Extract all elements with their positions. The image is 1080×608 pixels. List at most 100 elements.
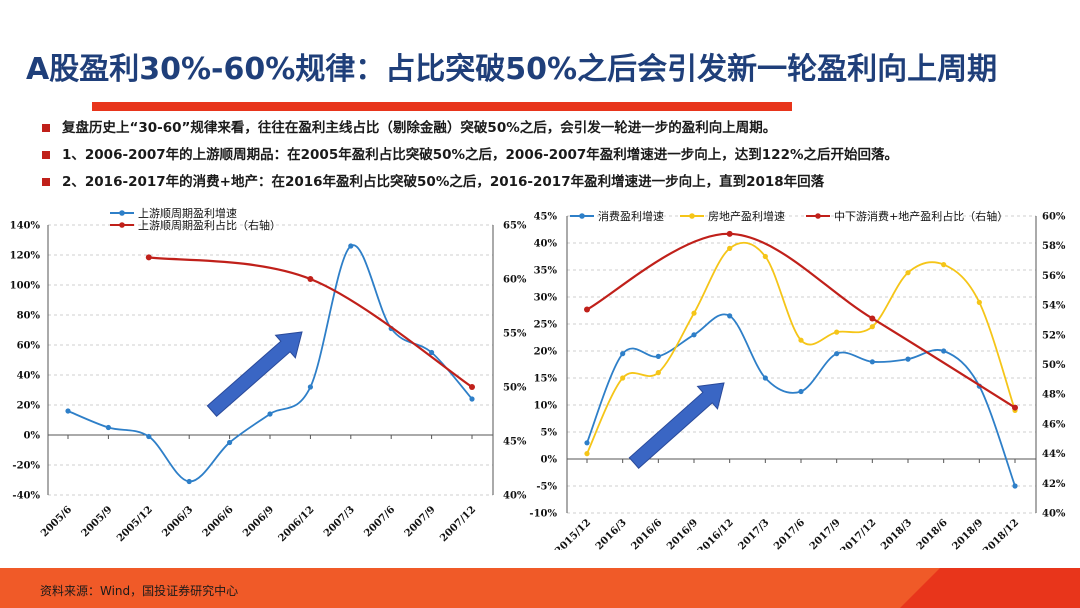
legend-marker (119, 210, 125, 216)
bullet-text: 2、2016-2017年的消费+地产：在2016年盈利占比突破50%之后，201… (62, 174, 825, 190)
y-right-tick-label: 40% (503, 491, 527, 502)
data-point (798, 388, 804, 395)
y-right-tick-label: 54% (1042, 301, 1066, 312)
bullet-text: 复盘历史上“30-60”规律来看，往往在盈利主线占比（剔除金融）突破50%之后，… (62, 120, 777, 136)
data-point (869, 359, 875, 365)
data-point (798, 337, 804, 343)
y-left-tick-label: 10% (534, 401, 558, 412)
data-point (869, 315, 876, 322)
x-tick-label: 2016/12 (696, 517, 736, 550)
bullet-item: 2、2016-2017年的消费+地产：在2016年盈利占比突破50%之后，201… (40, 172, 1060, 199)
data-point (145, 254, 152, 261)
y-right-tick-label: 48% (1042, 390, 1066, 401)
data-point (691, 310, 697, 316)
y-left-tick-label: 45% (534, 212, 558, 223)
data-point (227, 439, 233, 446)
x-tick-label: 2017/6 (772, 517, 807, 550)
y-left-tick-label: 35% (534, 266, 558, 277)
data-point (834, 351, 840, 357)
footer-shape (0, 568, 1080, 608)
legend-label: 消费盈利增速 (598, 209, 664, 223)
y-right-tick-label: 50% (503, 383, 527, 394)
y-left-tick-label: 5% (541, 428, 558, 439)
legend-label: 上游顺周期盈利占比（右轴） (138, 218, 281, 232)
data-point (691, 332, 697, 338)
data-point (762, 375, 768, 381)
y-left-tick-label: 0% (541, 455, 558, 466)
bullet-square-icon (42, 124, 50, 132)
y-left-tick-label: 80% (17, 311, 41, 322)
y-left-tick-label: 60% (17, 341, 41, 352)
y-left-tick-label: 15% (534, 374, 558, 385)
x-tick-label: 2016/6 (629, 517, 664, 550)
data-point (307, 384, 313, 390)
x-tick-label: 2015/12 (553, 517, 593, 550)
x-tick-label: 2016/9 (665, 517, 700, 550)
x-tick-label: 2016/3 (594, 517, 629, 550)
data-point (186, 478, 192, 485)
x-tick-label: 2017/3 (736, 517, 771, 550)
upstream-cyclical-chart: -40% -20% 0% 20% 40% 60% 80% 100% 120% 140% 40% 45%… (10, 206, 527, 544)
data-point (655, 370, 661, 376)
legend-label: 上游顺周期盈利增速 (138, 206, 237, 220)
y-left-tick-label: 100% (10, 281, 41, 292)
x-tick-label: 2017/12 (839, 517, 879, 550)
data-point (469, 384, 475, 390)
y-left-tick-label: 20% (17, 401, 41, 412)
series-line (67, 244, 473, 483)
y-left-tick-label: -10% (529, 509, 557, 520)
y-left-tick-label: -20% (12, 461, 40, 472)
consumer-property-chart: -10% -5% 0% 5% 10% 15% 20% 25% 30% 35% 40% 45% 40% 42… (529, 209, 1066, 550)
data-point (905, 356, 911, 362)
y-right-tick-label: 56% (1042, 271, 1066, 282)
y-left-tick-label: 140% (10, 221, 41, 232)
y-right-tick-label: 44% (1042, 449, 1066, 460)
page-title: A股盈利30%-60%规律：占比突破50%之后会引发新一轮盈利向上周期 (26, 52, 998, 87)
y-right-tick-label: 60% (1042, 212, 1066, 223)
data-point (146, 433, 152, 440)
data-point (348, 243, 354, 249)
y-right-tick-label: 50% (1042, 360, 1066, 371)
data-point (762, 253, 768, 260)
data-point (1012, 483, 1018, 489)
data-point (584, 306, 590, 313)
data-point (834, 329, 840, 335)
y-left-tick-label: 0% (24, 431, 41, 442)
data-point (584, 451, 590, 457)
data-point (869, 324, 875, 330)
bullet-square-icon (42, 151, 50, 159)
data-point (727, 313, 733, 319)
y-left-tick-label: -40% (12, 491, 40, 502)
y-right-tick-label: 65% (503, 221, 527, 232)
data-point (941, 262, 947, 268)
y-left-tick-label: 40% (534, 239, 558, 250)
bullet-item: 复盘历史上“30-60”规律来看，往往在盈利主线占比（剔除金融）突破50%之后，… (40, 118, 1060, 145)
series-line (586, 241, 1016, 454)
title-underline-bar (92, 102, 792, 111)
data-point (267, 411, 273, 417)
data-point (620, 375, 626, 381)
legend-label: 房地产盈利增速 (708, 209, 785, 223)
legend-marker (119, 222, 125, 228)
data-point (727, 245, 733, 251)
y-right-tick-label: 42% (1042, 479, 1066, 490)
x-tick-label: 2018/9 (950, 517, 985, 550)
x-tick-label: 2018/6 (915, 517, 950, 550)
y-right-tick-label: 58% (1042, 241, 1066, 252)
legend-marker (815, 213, 821, 219)
legend-marker (579, 213, 585, 219)
data-point (905, 270, 911, 276)
x-tick-label: 2018/3 (879, 517, 914, 550)
y-left-tick-label: 40% (17, 371, 41, 382)
y-right-tick-label: 46% (1042, 419, 1066, 430)
legend-marker (689, 213, 695, 219)
bullet-square-icon (42, 178, 50, 186)
y-left-tick-label: 25% (534, 320, 558, 331)
y-right-tick-label: 52% (1042, 330, 1066, 341)
data-point (655, 353, 661, 359)
trend-arrow-icon (206, 331, 303, 417)
data-point (976, 299, 982, 305)
data-point (1012, 404, 1018, 411)
y-left-tick-label: 20% (534, 347, 558, 358)
y-right-tick-label: 40% (1042, 509, 1066, 520)
